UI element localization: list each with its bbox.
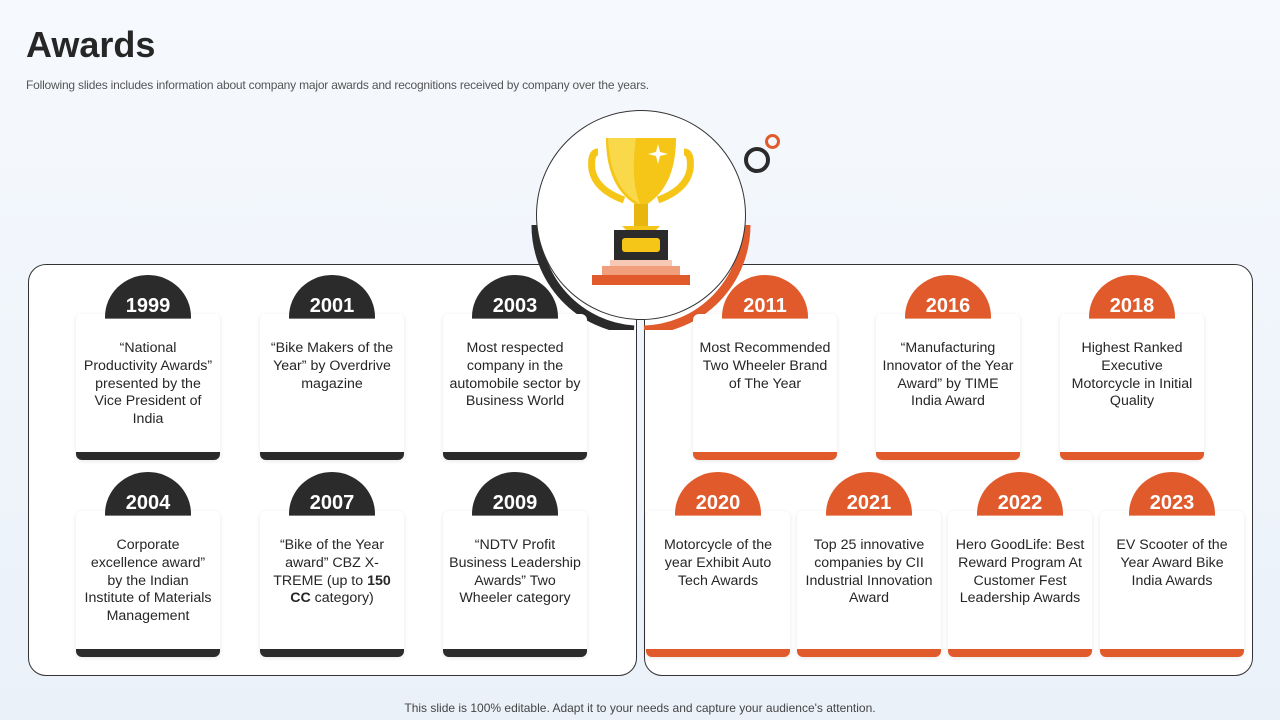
card-bar xyxy=(260,452,404,460)
card-bar xyxy=(76,649,220,657)
trophy-icon xyxy=(588,138,694,285)
card-bar xyxy=(260,649,404,657)
award-text: Highest Ranked Executive Motorcycle in I… xyxy=(1071,340,1193,410)
award-card-2001: “Bike Makers of the Year” by Overdrive m… xyxy=(260,314,404,460)
award-card-2020: Motorcycle of the year Exhibit Auto Tech… xyxy=(646,511,790,657)
page-title: Awards xyxy=(26,24,156,65)
award-text: Corporate excellence award” by the India… xyxy=(84,537,212,625)
award-text: Most Recommended Two Wheeler Brand of Th… xyxy=(699,340,831,392)
award-card-2023: EV Scooter of the Year Award Bike India … xyxy=(1100,511,1244,657)
award-text: “Bike of the Year award” CBZ X-TREME (up… xyxy=(273,537,391,607)
award-card-2022: Hero GoodLife: Best Reward Program At Cu… xyxy=(948,511,1092,657)
award-text: Hero GoodLife: Best Reward Program At Cu… xyxy=(955,537,1085,607)
trophy-arc xyxy=(531,224,751,330)
decor-ring-dark xyxy=(744,147,770,173)
card-bar xyxy=(76,452,220,460)
decor-ring-orange xyxy=(765,134,780,149)
award-text: EV Scooter of the Year Award Bike India … xyxy=(1116,537,1228,589)
card-bar xyxy=(1060,452,1204,460)
award-text: Motorcycle of the year Exhibit Auto Tech… xyxy=(663,537,773,589)
award-card-1999: “National Productivity Awards” presented… xyxy=(76,314,220,460)
award-card-2009: “NDTV Profit Business Leadership Awards”… xyxy=(443,511,587,657)
card-bar xyxy=(443,649,587,657)
card-bar xyxy=(646,649,790,657)
trophy-badge xyxy=(531,110,751,330)
award-card-2011: Most Recommended Two Wheeler Brand of Th… xyxy=(693,314,837,460)
award-text: Top 25 innovative companies by CII Indus… xyxy=(805,537,933,607)
card-bar xyxy=(443,452,587,460)
award-card-2004: Corporate excellence award” by the India… xyxy=(76,511,220,657)
card-bar xyxy=(948,649,1092,657)
award-text: “Bike Makers of the Year” by Overdrive m… xyxy=(270,340,394,392)
award-text: Most respected company in the automobile… xyxy=(449,340,581,410)
award-card-2021: Top 25 innovative companies by CII Indus… xyxy=(797,511,941,657)
card-bar xyxy=(1100,649,1244,657)
award-text: “National Productivity Awards” presented… xyxy=(83,340,213,428)
card-bar xyxy=(797,649,941,657)
award-card-2016: “Manufacturing Innovator of the Year Awa… xyxy=(876,314,1020,460)
award-text: “Manufacturing Innovator of the Year Awa… xyxy=(882,340,1014,410)
award-card-2003: Most respected company in the automobile… xyxy=(443,314,587,460)
page-subtitle: Following slides includes information ab… xyxy=(26,78,649,92)
footer-note: This slide is 100% editable. Adapt it to… xyxy=(404,701,876,715)
card-bar xyxy=(693,452,837,460)
award-card-2018: Highest Ranked Executive Motorcycle in I… xyxy=(1060,314,1204,460)
award-text: “NDTV Profit Business Leadership Awards”… xyxy=(449,537,581,607)
award-card-2007: “Bike of the Year award” CBZ X-TREME (up… xyxy=(260,511,404,657)
card-bar xyxy=(876,452,1020,460)
